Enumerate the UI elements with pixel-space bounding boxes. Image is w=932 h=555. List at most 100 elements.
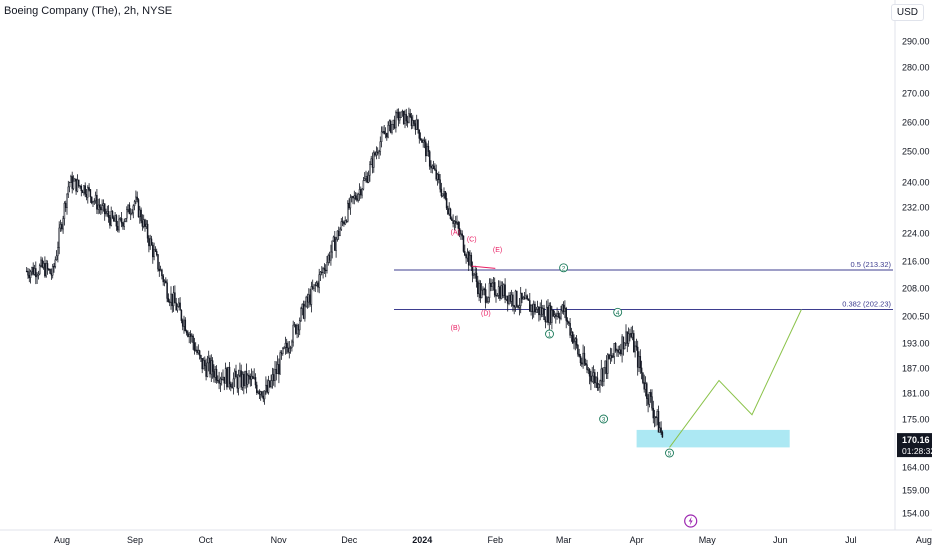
- candle-body: [298, 320, 301, 331]
- candle-body: [271, 374, 274, 381]
- candle-body: [63, 202, 66, 219]
- candle-body: [153, 249, 155, 258]
- candle-body: [570, 332, 573, 336]
- candle-body: [321, 271, 323, 274]
- candle-body: [159, 269, 162, 272]
- candle-body: [149, 238, 151, 247]
- candle-body: [613, 343, 616, 357]
- candle-body: [175, 302, 177, 311]
- candle-body: [383, 131, 385, 135]
- price-scale[interactable]: 290.00 280.00 270.00 260.00 250.00 240.00 232.…: [902, 37, 930, 519]
- projection-line[interactable]: [669, 309, 802, 448]
- candle-body: [328, 255, 331, 261]
- candle-body: [369, 164, 371, 176]
- time-scale[interactable]: Aug Sep Oct Nov Dec 2024 Feb Mar Apr May Jun Jul Aug: [54, 535, 932, 545]
- time-tick-label: Aug: [54, 535, 70, 545]
- candle-body: [504, 284, 506, 300]
- candle-body: [635, 345, 638, 348]
- candle-body: [560, 310, 562, 319]
- candle-body: [61, 224, 63, 230]
- price-tick-label: 290.00: [902, 37, 930, 47]
- candle-body: [640, 367, 643, 373]
- candle-body: [75, 178, 77, 192]
- candle-body: [395, 112, 397, 129]
- candle-body: [37, 273, 40, 276]
- candle-body: [657, 411, 660, 433]
- candle-body: [652, 407, 655, 419]
- candle-body: [425, 141, 427, 157]
- candle-body: [584, 363, 587, 365]
- candle-body: [553, 314, 556, 317]
- candle-body: [262, 395, 265, 400]
- candle-body: [81, 190, 84, 194]
- candle-body: [111, 211, 114, 218]
- candle-body: [148, 238, 150, 247]
- price-tick-label: 187.00: [902, 364, 930, 374]
- candle-body: [155, 251, 158, 255]
- candle-body: [249, 376, 252, 380]
- candle-body: [596, 377, 599, 389]
- candle-body: [25, 270, 28, 273]
- candle-body: [224, 368, 227, 384]
- candle-body: [452, 220, 454, 224]
- candle-body: [438, 174, 440, 180]
- candle-body: [136, 196, 138, 200]
- candle-body: [96, 194, 98, 210]
- candle-body: [441, 193, 444, 197]
- candle-body: [638, 356, 640, 368]
- candle-body: [579, 356, 582, 364]
- candle-body: [226, 368, 228, 388]
- candle-body: [386, 132, 388, 138]
- candle-body: [188, 334, 190, 337]
- candle-body: [655, 416, 657, 418]
- candle-body: [209, 357, 211, 375]
- price-tick-label: 260.00: [902, 118, 930, 128]
- price-tick-label: 208.00: [902, 284, 930, 294]
- candle-body: [152, 244, 154, 258]
- candle-body: [308, 294, 310, 303]
- candle-body: [55, 255, 58, 261]
- candle-body: [477, 281, 479, 295]
- candle-body: [327, 255, 330, 263]
- candle-body: [178, 302, 180, 307]
- candle-body: [83, 185, 85, 194]
- correction-wave-label: (B): [451, 325, 460, 332]
- candle-body: [231, 386, 233, 389]
- candle-body: [246, 374, 249, 385]
- candle-body: [344, 220, 346, 225]
- candle-body: [399, 117, 401, 121]
- candle-body: [465, 254, 467, 259]
- candle-body: [241, 374, 244, 388]
- candle-body: [228, 366, 231, 385]
- projection-path[interactable]: [669, 309, 802, 448]
- currency-badge[interactable]: USD: [890, 4, 924, 21]
- candle-body: [244, 370, 246, 386]
- candle-body: [370, 158, 372, 165]
- candle-body: [158, 268, 161, 272]
- candle-body: [445, 198, 448, 209]
- earnings-event[interactable]: [684, 514, 698, 528]
- fib-label: 0.382 (202.23): [842, 300, 891, 309]
- candle-body: [207, 357, 210, 364]
- candle-body: [458, 228, 461, 235]
- candle-body: [656, 411, 658, 418]
- candle-body: [90, 196, 93, 204]
- candle-body: [157, 254, 159, 270]
- target-zone[interactable]: [636, 429, 790, 448]
- candle-body: [36, 275, 38, 278]
- time-tick-label: 2024: [412, 535, 432, 545]
- fib-levels[interactable]: 0.5 (213.32) 0.382 (202.23): [394, 260, 893, 310]
- target-zone-box[interactable]: [636, 429, 790, 448]
- candle-body: [40, 259, 42, 266]
- candle-body: [408, 113, 410, 124]
- candle-body: [499, 286, 501, 299]
- candle-body: [566, 320, 569, 323]
- candle-body: [101, 205, 103, 211]
- candle-body: [496, 295, 499, 297]
- price-tick-label: 175.00: [902, 415, 930, 425]
- candle-body: [453, 221, 456, 224]
- candle-body: [51, 266, 54, 276]
- candle-body: [583, 352, 586, 364]
